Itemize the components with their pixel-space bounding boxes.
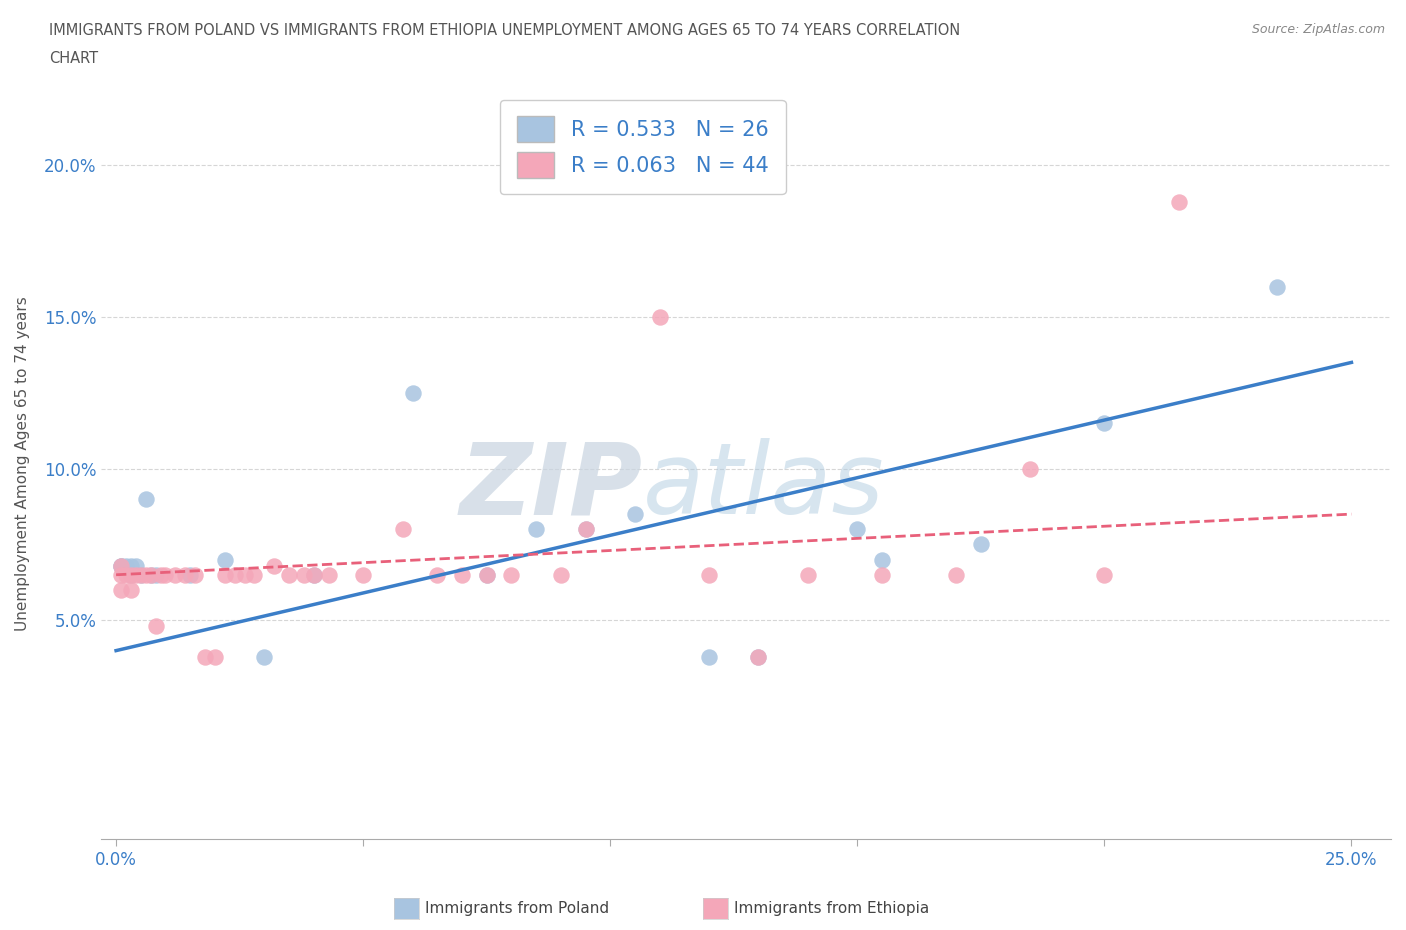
Point xyxy=(870,552,893,567)
Point xyxy=(145,567,167,582)
Text: Immigrants from Poland: Immigrants from Poland xyxy=(425,901,609,916)
Point xyxy=(165,567,187,582)
Legend: R = 0.533   N = 26, R = 0.063   N = 44: R = 0.533 N = 26, R = 0.063 N = 44 xyxy=(501,100,786,194)
Point xyxy=(139,567,162,582)
Point xyxy=(214,552,236,567)
Point xyxy=(278,567,301,582)
Point xyxy=(135,567,157,582)
Point xyxy=(110,558,132,573)
Point xyxy=(135,491,157,506)
Y-axis label: Unemployment Among Ages 65 to 74 years: Unemployment Among Ages 65 to 74 years xyxy=(15,297,30,631)
Point xyxy=(574,522,596,537)
Text: IMMIGRANTS FROM POLAND VS IMMIGRANTS FROM ETHIOPIA UNEMPLOYMENT AMONG AGES 65 TO: IMMIGRANTS FROM POLAND VS IMMIGRANTS FRO… xyxy=(49,23,960,38)
Point xyxy=(184,567,207,582)
Point xyxy=(747,649,769,664)
Point xyxy=(1265,279,1288,294)
Point xyxy=(391,522,413,537)
Point xyxy=(1092,567,1115,582)
Point xyxy=(697,567,720,582)
Point xyxy=(179,567,201,582)
Point xyxy=(224,567,246,582)
Point xyxy=(870,567,893,582)
Point xyxy=(194,649,217,664)
Point xyxy=(149,567,172,582)
Point xyxy=(697,649,720,664)
Point xyxy=(970,537,993,551)
Point xyxy=(214,567,236,582)
Point xyxy=(125,558,148,573)
Point xyxy=(174,567,197,582)
Point xyxy=(115,567,138,582)
Point xyxy=(129,567,152,582)
Point xyxy=(120,567,142,582)
Point xyxy=(263,558,285,573)
Point xyxy=(648,310,671,325)
Point xyxy=(120,567,142,582)
Point xyxy=(475,567,498,582)
Text: CHART: CHART xyxy=(49,51,98,66)
Point xyxy=(233,567,256,582)
Point xyxy=(110,558,132,573)
Point xyxy=(401,385,423,400)
Text: Source: ZipAtlas.com: Source: ZipAtlas.com xyxy=(1251,23,1385,36)
Point xyxy=(846,522,869,537)
Point xyxy=(624,507,647,522)
Point xyxy=(318,567,340,582)
Point xyxy=(945,567,967,582)
Point xyxy=(204,649,226,664)
Point xyxy=(155,567,177,582)
Point xyxy=(574,522,596,537)
Point xyxy=(110,567,132,582)
Text: ZIP: ZIP xyxy=(460,438,643,535)
Point xyxy=(110,558,132,573)
Point xyxy=(352,567,374,582)
Text: atlas: atlas xyxy=(643,438,884,535)
Point xyxy=(501,567,523,582)
Point xyxy=(1167,194,1189,209)
Point xyxy=(1092,416,1115,431)
Point xyxy=(145,618,167,633)
Point xyxy=(747,649,769,664)
Point xyxy=(550,567,572,582)
Point xyxy=(524,522,547,537)
Point xyxy=(129,567,152,582)
Point xyxy=(797,567,820,582)
Point xyxy=(1019,461,1042,476)
Point xyxy=(253,649,276,664)
Point xyxy=(120,582,142,597)
Point xyxy=(302,567,325,582)
Point xyxy=(475,567,498,582)
Point xyxy=(292,567,315,582)
Point xyxy=(139,567,162,582)
Point xyxy=(120,558,142,573)
Point xyxy=(110,582,132,597)
Point xyxy=(243,567,266,582)
Text: Immigrants from Ethiopia: Immigrants from Ethiopia xyxy=(734,901,929,916)
Point xyxy=(302,567,325,582)
Point xyxy=(125,567,148,582)
Point xyxy=(451,567,474,582)
Point xyxy=(115,558,138,573)
Point xyxy=(426,567,449,582)
